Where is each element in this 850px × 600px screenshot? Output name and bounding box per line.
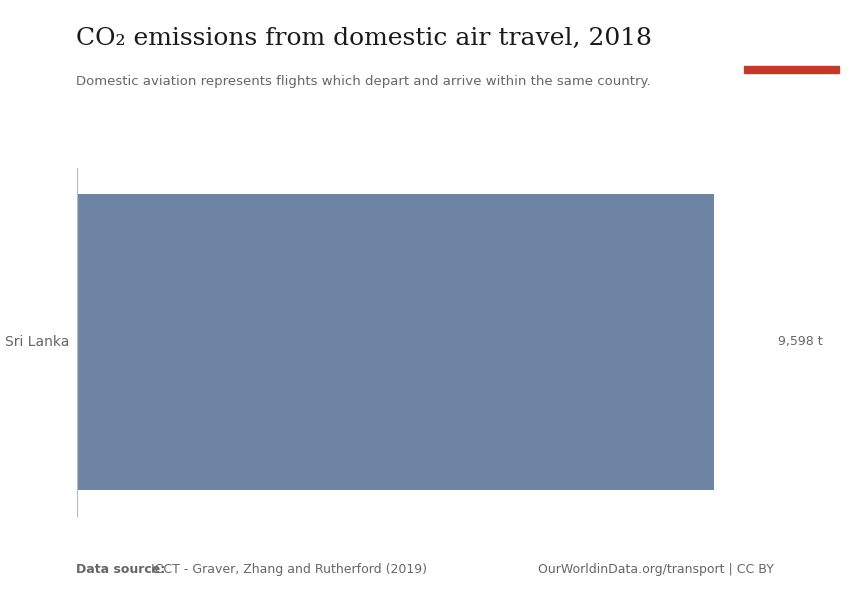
Text: Our World: Our World — [760, 26, 823, 36]
Text: in Data: in Data — [769, 46, 813, 56]
Text: Domestic aviation represents flights which depart and arrive within the same cou: Domestic aviation represents flights whi… — [76, 75, 651, 88]
Bar — [76, 194, 714, 490]
Text: 9,598 t: 9,598 t — [778, 335, 822, 349]
Text: Data source:: Data source: — [76, 563, 166, 576]
Text: OurWorldinData.org/transport | CC BY: OurWorldinData.org/transport | CC BY — [537, 563, 774, 576]
Text: Sri Lanka: Sri Lanka — [5, 335, 70, 349]
Text: ICCT - Graver, Zhang and Rutherford (2019): ICCT - Graver, Zhang and Rutherford (201… — [147, 563, 427, 576]
Text: CO₂ emissions from domestic air travel, 2018: CO₂ emissions from domestic air travel, … — [76, 27, 653, 50]
Bar — [744, 65, 839, 73]
